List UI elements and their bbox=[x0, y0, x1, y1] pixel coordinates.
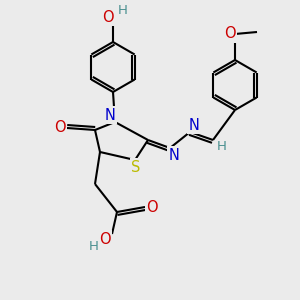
Text: O: O bbox=[99, 232, 111, 247]
Text: O: O bbox=[102, 10, 114, 25]
Text: S: S bbox=[131, 160, 141, 175]
Text: O: O bbox=[54, 119, 66, 134]
Text: H: H bbox=[89, 239, 99, 253]
Text: H: H bbox=[217, 140, 227, 152]
Text: N: N bbox=[105, 107, 116, 122]
Text: H: H bbox=[118, 4, 128, 17]
Text: O: O bbox=[224, 26, 236, 41]
Text: N: N bbox=[189, 118, 200, 133]
Text: O: O bbox=[146, 200, 158, 215]
Text: N: N bbox=[169, 148, 179, 163]
